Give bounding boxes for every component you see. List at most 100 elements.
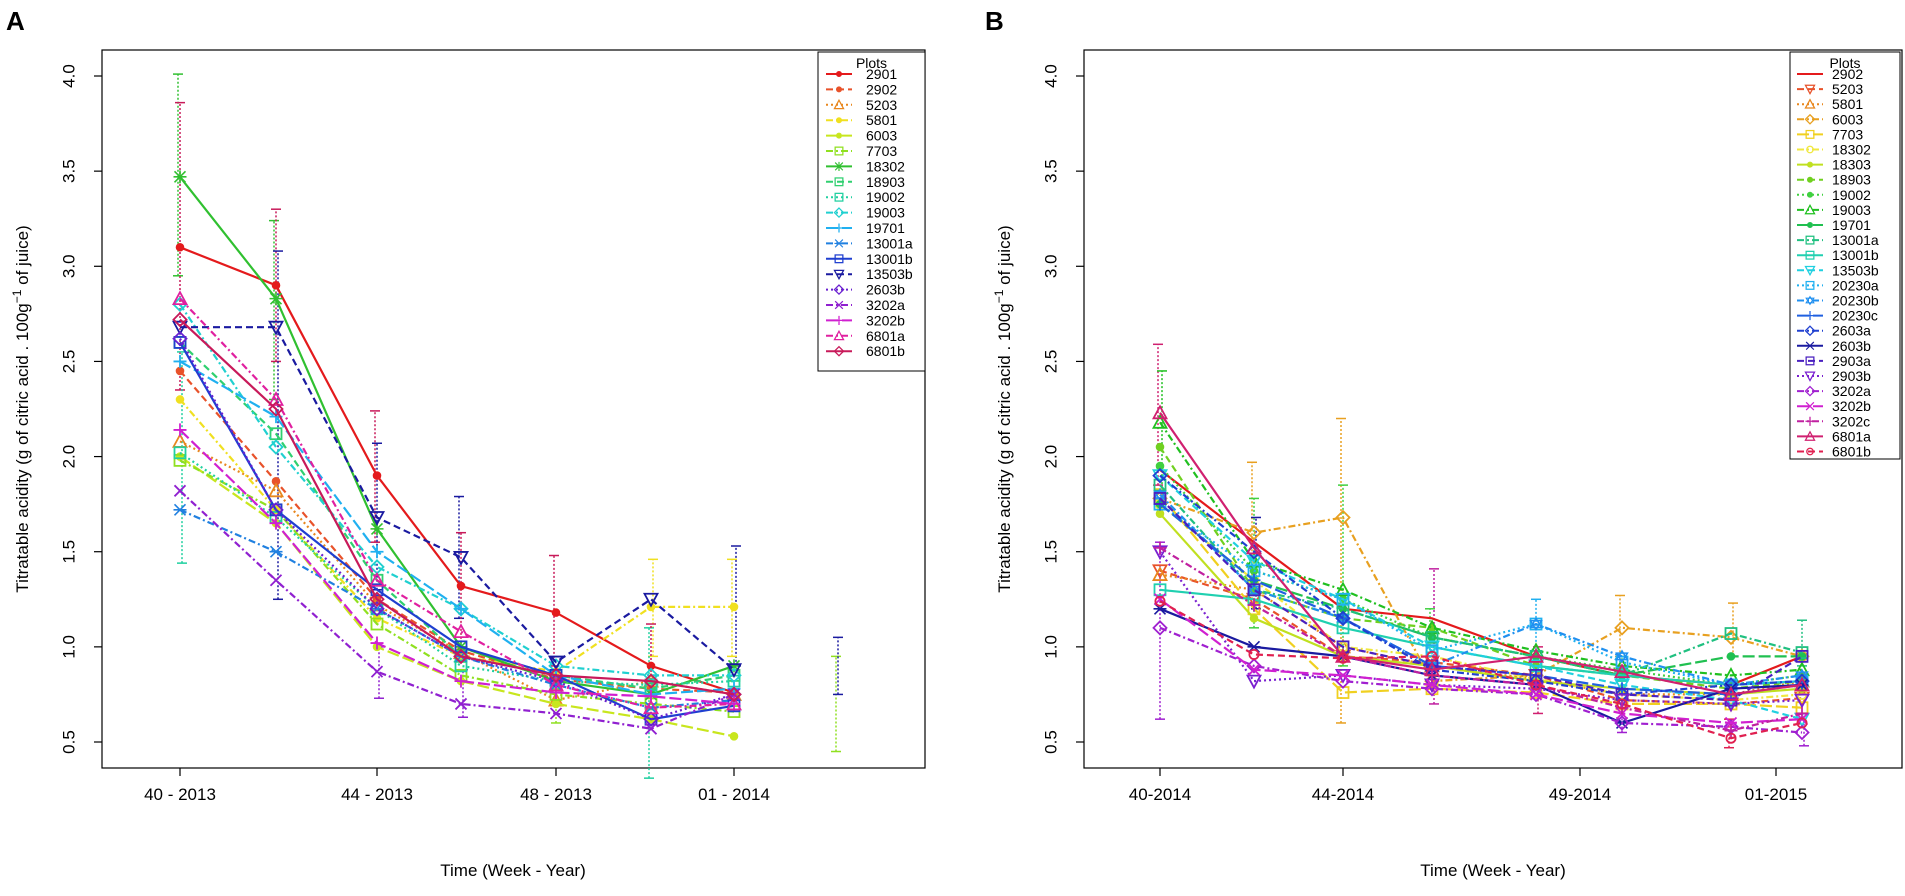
panel-b-point-3202c-0 — [1153, 541, 1167, 555]
panel-b-point-6801b-5 — [1616, 698, 1628, 710]
panel-b-y-axis: 0.5 1.0 1.5 2.0 2.5 3.0 3.5 4.0 — [1041, 64, 1084, 754]
panel-a-point-6003-6 — [729, 731, 739, 741]
panel-b-point-5203-0 — [1151, 564, 1169, 580]
panel-b-series-line-6003 — [1159, 497, 1803, 683]
panel-b-legend-label-19002: 19002 — [1832, 187, 1871, 203]
panel-b-point-3202a-5 — [1614, 715, 1630, 731]
panel-b-point-3202a-3 — [1424, 680, 1440, 697]
panel-a-point-13503b-2 — [368, 511, 386, 526]
panel-a-point-13503b-6 — [725, 663, 743, 679]
panel-a-point-3202b-0 — [173, 423, 187, 437]
panel-b-legend-item-5801: 5801 — [1797, 96, 1863, 112]
panel-b-point-18303-0 — [1155, 509, 1165, 518]
panel-a-series-6801a — [171, 290, 743, 715]
panel-b-point-3202b-2 — [1336, 669, 1350, 682]
panel-b-legend-item-18302: 18302 — [1797, 142, 1871, 158]
panel-b-legend-item-18903: 18903 — [1797, 172, 1871, 188]
panel-a-legend-item-13503b: 13503b — [826, 266, 913, 282]
panel-a-legend-item-13001b: 13001b — [826, 251, 913, 267]
panel-a-legend-item-18903: 18903 — [826, 174, 905, 190]
panel-b-point-20230a-5 — [1615, 655, 1629, 669]
panel-b-legend-label-2903b: 2903b — [1832, 368, 1871, 384]
panel-b-point-6801a-1 — [1245, 539, 1263, 555]
panel-b-point-19003-0 — [1151, 413, 1169, 429]
panel-a-point-18903-1 — [269, 427, 283, 441]
panel-a-legend-marker-5801 — [835, 117, 843, 124]
panel-b-point-5801-0 — [1151, 566, 1169, 581]
panel-b-xtick-label-0: 40-2014 — [1129, 785, 1191, 804]
panel-b-legend-marker-2603b — [1805, 341, 1815, 351]
panel-b-point-6801a-4 — [1527, 647, 1545, 663]
panel-a-point-13503b-5 — [642, 592, 660, 608]
panel-a-point-6801a-6 — [725, 695, 743, 711]
panel-b-point-6801a-6 — [1722, 686, 1740, 701]
panel-a-ytick-label-2: 1.5 — [59, 540, 78, 564]
panel-b-legend-label-2903a: 2903a — [1832, 353, 1871, 369]
panel-a-series-line-2603b — [179, 338, 735, 721]
panel-a-point-2902-0 — [175, 366, 185, 376]
panel-a-point-19701-0 — [173, 354, 187, 368]
panel-b-legend-label-5801: 5801 — [1832, 96, 1863, 112]
panel-a-ytick-label-0: 0.5 — [59, 730, 78, 754]
panel-b-series-6801a — [1151, 404, 1811, 701]
panel-b-legend-marker-6801b — [1806, 447, 1814, 456]
panel-b-legend-marker-18303 — [1806, 161, 1814, 168]
panel-b-legend-item-2903a: 2903a — [1797, 353, 1871, 369]
panel-a-legend-item-5801: 5801 — [826, 112, 897, 128]
panel-b-legend-marker-2903a — [1805, 356, 1815, 366]
panel-a-legend-marker-6003 — [835, 132, 843, 139]
panel-b-point-3202a-7 — [1794, 724, 1810, 741]
panel-a-legend-marker-19002 — [834, 192, 844, 202]
panel-a-point-6801b-0 — [172, 311, 188, 328]
panel-a-x-axis-title: Time (Week - Year) — [440, 861, 586, 880]
panel-b-plot-frame — [1083, 49, 1903, 769]
panel-a-point-19701-3 — [454, 602, 468, 616]
panel-a-letter: A — [6, 6, 25, 36]
panel-a-legend-marker-13001a — [834, 239, 844, 248]
panel-b-legend-marker-13001a — [1805, 235, 1815, 245]
panel-b-legend-item-18303: 18303 — [1797, 157, 1871, 173]
panel-b-legend-item-20230c: 20230c — [1797, 308, 1878, 324]
panel-b-y-title-main: Titratable acidity (g of citric acid . 1… — [995, 303, 1014, 592]
panel-b-ytick-label-0: 0.5 — [1041, 730, 1060, 754]
panel-b-legend-marker-6801a — [1804, 430, 1816, 441]
panel-a-legend-item-18302: 18302 — [826, 158, 905, 174]
panel-a-point-6801a-3 — [452, 623, 470, 639]
panel-a-legend-label-18302: 18302 — [866, 158, 905, 174]
panel-a-legend-label-2901: 2901 — [866, 66, 897, 82]
panel-a-point-13001a-0 — [173, 503, 187, 516]
panel-b-legend-label-2603a: 2603a — [1832, 323, 1871, 339]
panel-b-legend-label-6801a: 6801a — [1832, 428, 1871, 444]
panel-b-legend-label-6801b: 6801b — [1832, 444, 1871, 460]
panel-a-ytick-label-4: 2.5 — [59, 350, 78, 374]
panel-a-legend-label-6003: 6003 — [866, 128, 897, 144]
panel-b-point-19701-6 — [1726, 652, 1736, 661]
panel-a-series-6801b — [172, 311, 742, 703]
panel-b-series-line-6801a — [1159, 412, 1803, 696]
panel-a-y-axis: 0.5 1.0 1.5 2.0 2.5 3.0 3.5 4.0 — [59, 64, 102, 754]
panel-a-error-bar-1 — [175, 101, 185, 391]
panel-b: B 0.5 1.0 1.5 2.0 2.5 3.0 3.5 4.0 40-2014 44-201… — [985, 6, 1903, 880]
panel-a-legend-label-13503b: 13503b — [866, 266, 913, 282]
panel-a-legend-marker-13001b — [834, 254, 844, 264]
panel-b-legend-label-13503b: 13503b — [1832, 262, 1879, 278]
panel-b-point-13503b-3 — [1423, 640, 1441, 656]
panel-a-legend-label-13001b: 13001b — [866, 251, 913, 267]
panel-b-legend-label-18903: 18903 — [1832, 172, 1871, 188]
panel-b-legend-item-2903b: 2903b — [1797, 368, 1871, 384]
panel-a-point-6801b-3 — [453, 648, 469, 665]
panel-a-legend-item-19002: 19002 — [826, 189, 905, 205]
panel-b-ytick-label-1: 1.0 — [1041, 635, 1060, 659]
panel-b-point-13503b-4 — [1527, 659, 1545, 675]
panel-b-legend-label-3202a: 3202a — [1832, 383, 1871, 399]
panel-b-point-3202a-0 — [1152, 620, 1168, 636]
panel-a-point-18302-6 — [727, 659, 741, 673]
panel-a-legend-item-19701: 19701 — [826, 220, 905, 236]
panel-a-xtick-label-1: 44 - 2013 — [341, 785, 413, 804]
panel-b-point-20230a-2 — [1336, 592, 1350, 606]
panel-a-ytick-label-3: 2.0 — [59, 445, 78, 469]
panel-b-ytick-label-3: 2.0 — [1041, 445, 1060, 469]
panel-b-legend-label-7703: 7703 — [1832, 126, 1863, 142]
panel-b-legend-label-18303: 18303 — [1832, 157, 1871, 173]
panel-a-error-bar-15 — [644, 627, 654, 779]
